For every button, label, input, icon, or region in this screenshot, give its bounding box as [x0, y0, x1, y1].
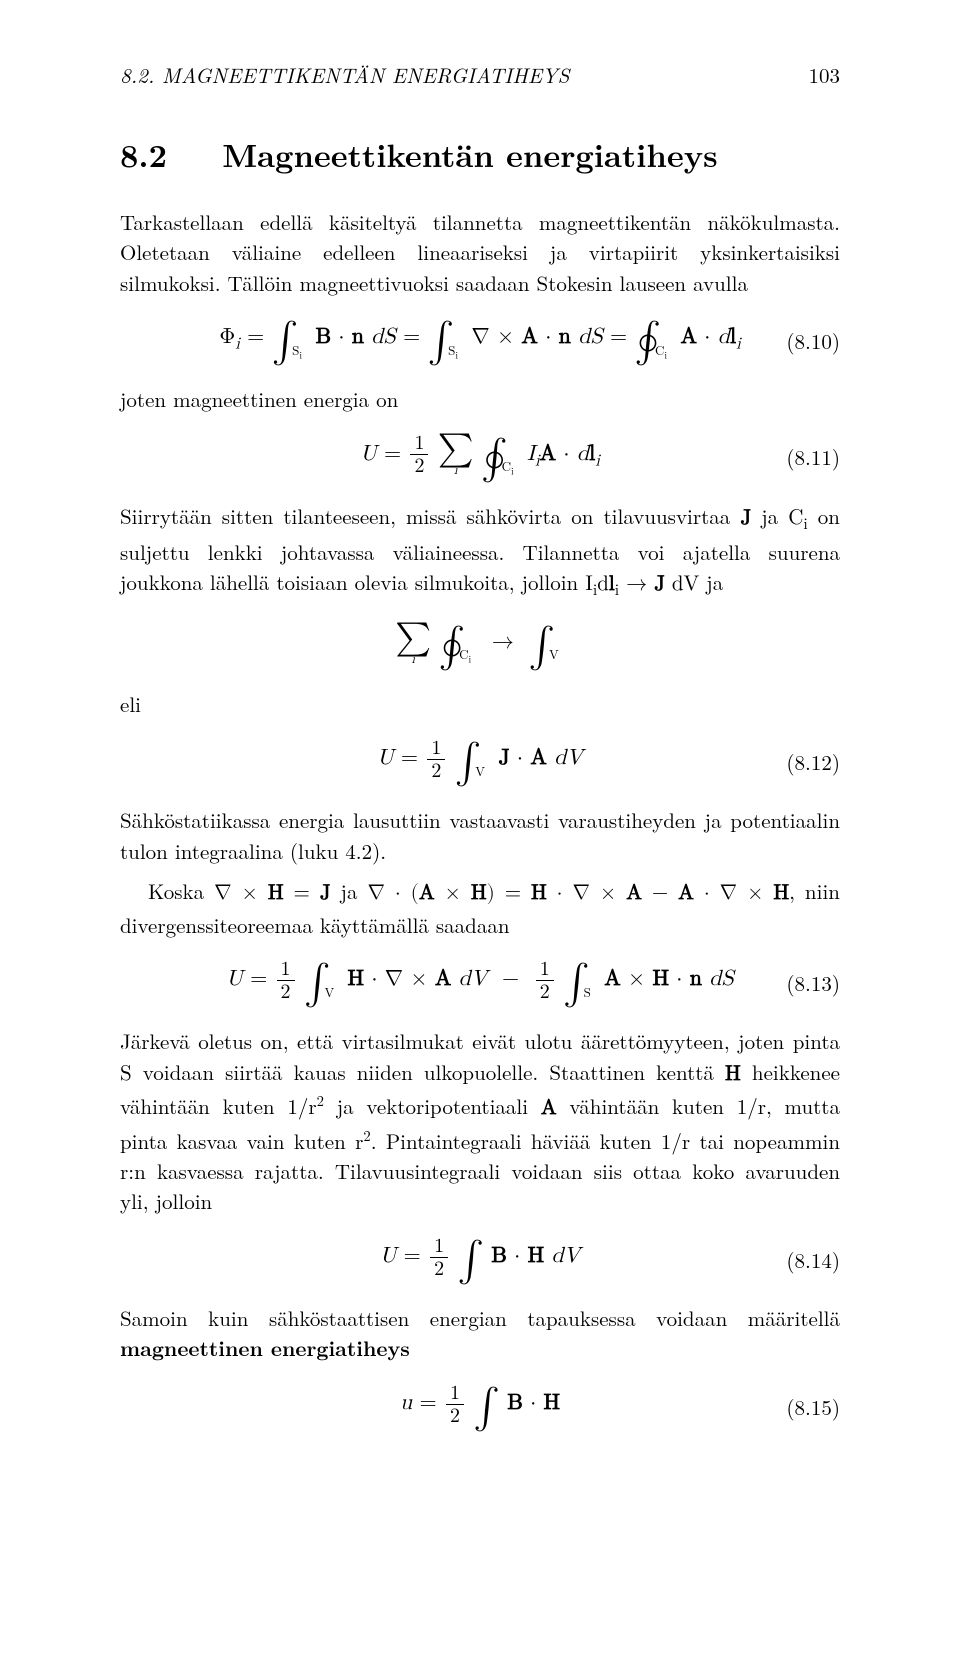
equation-8-12-number: (8.12)	[786, 747, 840, 777]
equation-8-14-body: U = 12 ∫ B · H dV	[380, 1231, 580, 1289]
equation-8-12: U = 12 ∫V J · A dV (8.12)	[120, 733, 840, 791]
equation-8-10-number: (8.10)	[786, 326, 840, 356]
running-head-page-number: 103	[809, 60, 841, 90]
paragraph-2: joten magneettinen energia on	[120, 384, 840, 414]
p6-b: ja	[331, 876, 368, 906]
page: 8.2. MAGNEETTIKENTÄN ENERGIATIHEYS 103 8…	[0, 0, 960, 1675]
equation-8-10-body: Φi = ∫Si B · n dS = ∫Si ∇ × A · n dS = ∮…	[219, 312, 740, 370]
equation-8-14-number: (8.14)	[786, 1245, 840, 1275]
paragraph-1: Tarkastellaan edellä käsiteltyä tilannet…	[120, 207, 840, 298]
equation-transition: ∑i ∮Ci → ∫V	[120, 617, 840, 675]
inline-transition: Iidli → J dV	[585, 574, 699, 595]
equation-8-11: U = 12 ∑i ∮Ci IiA · dli (8.11)	[120, 429, 840, 487]
p3-d: ja	[699, 567, 723, 597]
running-head-left: 8.2. MAGNEETTIKENTÄN ENERGIATIHEYS	[120, 60, 569, 90]
p7-b: voidaan siirtää kauas niiden ulkopuolell…	[132, 1057, 725, 1087]
equation-transition-body: ∑i ∮Ci → ∫V	[395, 617, 565, 675]
paragraph-4: eli	[120, 689, 840, 719]
inline-H: H	[725, 1064, 741, 1085]
inline-divAH: ∇ · (A × H) = H · ∇ × A − A · ∇ × H	[367, 883, 789, 904]
p7-a: Järkevä oletus on, että virtasilmukat ei…	[120, 1026, 840, 1056]
section-title: Magneettikentän energiatiheys	[222, 132, 717, 177]
equation-8-15-number: (8.15)	[786, 1392, 840, 1422]
inline-Ci: Ci	[788, 508, 808, 529]
equation-8-13-body: U = 12 ∫V H · ∇ × A dV − 12 ∫S A × H · n…	[226, 954, 733, 1012]
inline-A: A	[541, 1098, 557, 1119]
equation-8-13-number: (8.13)	[786, 968, 840, 998]
equation-8-11-number: (8.11)	[786, 442, 840, 472]
equation-8-11-body: U = 12 ∑i ∮Ci IiA · dli	[360, 429, 600, 487]
paragraph-7: Järkevä oletus on, että virtasilmukat ei…	[120, 1026, 840, 1217]
paragraph-8: Samoin kuin sähköstaattisen energian tap…	[120, 1303, 840, 1364]
section-heading: 8.2 Magneettikentän energiatiheys	[120, 132, 840, 178]
inline-S: S	[120, 1064, 132, 1085]
p3-b: ja	[751, 501, 788, 531]
equation-8-12-body: U = 12 ∫V J · A dV	[377, 733, 583, 791]
equation-8-10: Φi = ∫Si B · n dS = ∫Si ∇ × A · n dS = ∮…	[120, 312, 840, 370]
section-number: 8.2	[120, 132, 167, 177]
inline-J: J	[740, 508, 751, 529]
p6-a: Koska	[148, 876, 214, 906]
inline-curlH: ∇ × H = J	[214, 883, 331, 904]
equation-8-15-body: u = 12 ∫ B · H	[400, 1378, 560, 1436]
equation-8-13: U = 12 ∫V H · ∇ × A dV − 12 ∫S A × H · n…	[120, 954, 840, 1012]
p7-d: ja vektoripotentiaali	[324, 1091, 541, 1121]
p3-a: Siirrytään sitten tilanteeseen, missä sä…	[120, 501, 740, 531]
paragraph-6: Koska ∇ × H = J ja ∇ · (A × H) = H · ∇ ×…	[120, 876, 840, 940]
p8-a: Samoin kuin sähköstaattisen energian tap…	[120, 1303, 840, 1333]
p8-b: magneettinen energiatiheys	[120, 1333, 410, 1363]
paragraph-5: Sähköstatiikassa energia lausuttiin vast…	[120, 805, 840, 866]
paragraph-3: Siirrytään sitten tilanteeseen, missä sä…	[120, 501, 840, 603]
equation-8-14: U = 12 ∫ B · H dV (8.14)	[120, 1231, 840, 1289]
running-head: 8.2. MAGNEETTIKENTÄN ENERGIATIHEYS 103	[120, 60, 840, 90]
equation-8-15: u = 12 ∫ B · H (8.15)	[120, 1378, 840, 1436]
